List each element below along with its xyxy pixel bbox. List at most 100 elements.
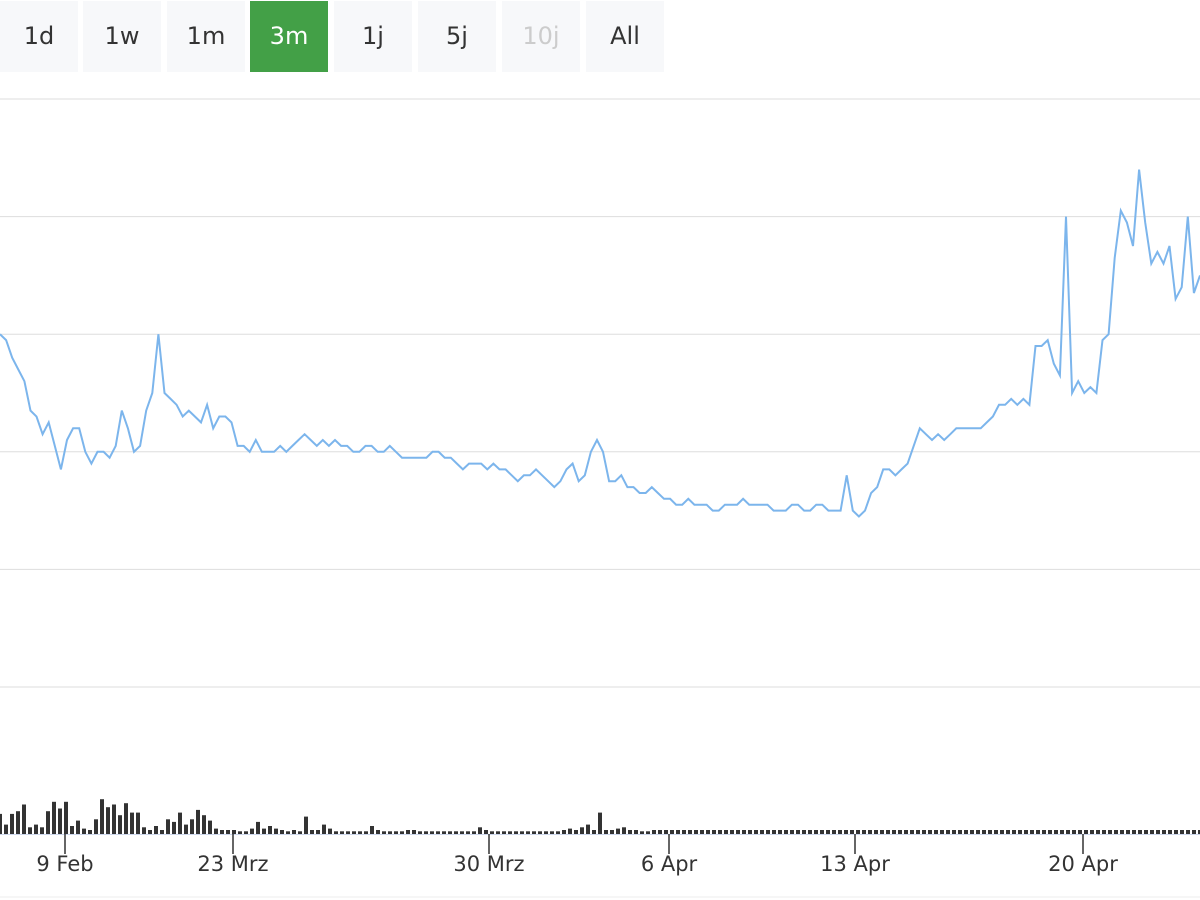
price-line-series (0, 169, 1200, 518)
volume-bar (94, 819, 98, 834)
volume-bar (778, 830, 782, 834)
range-button-1w[interactable]: 1w (83, 1, 161, 72)
range-button-1m[interactable]: 1m (167, 1, 245, 72)
volume-bar (748, 830, 752, 834)
volume-bar (634, 830, 638, 834)
volume-bar (100, 799, 104, 834)
volume-bar (46, 811, 50, 834)
volume-bar (502, 831, 506, 834)
volume-bar (280, 830, 284, 834)
volume-bar (346, 831, 350, 834)
volume-bar (658, 830, 662, 834)
volume-bar (466, 831, 470, 834)
volume-bar (622, 827, 626, 834)
volume-bar (1090, 830, 1094, 834)
volume-bar (514, 831, 518, 834)
volume-bar (598, 812, 602, 834)
volume-bar (652, 830, 656, 834)
volume-bar (1048, 830, 1052, 834)
range-button-1d[interactable]: 1d (0, 1, 78, 72)
volume-bar (904, 830, 908, 834)
volume-bar (490, 831, 494, 834)
volume-bar (382, 831, 386, 834)
range-button-5j[interactable]: 5j (418, 1, 496, 72)
volume-bar (1138, 830, 1142, 834)
volume-bar (766, 830, 770, 834)
volume-bar (682, 830, 686, 834)
volume-bar (82, 828, 86, 834)
volume-bar (820, 830, 824, 834)
volume-bar (874, 830, 878, 834)
volume-bar (718, 830, 722, 834)
volume-bar (364, 831, 368, 834)
volume-bar (928, 830, 932, 834)
x-tick-label: 30 Mrz (453, 852, 524, 876)
volume-bar (34, 824, 38, 834)
range-button-10j: 10j (502, 1, 580, 72)
range-button-all[interactable]: All (586, 1, 664, 72)
volume-bar (988, 830, 992, 834)
volume-bar (856, 830, 860, 834)
range-button-1j[interactable]: 1j (334, 1, 412, 72)
volume-bar (616, 828, 620, 834)
volume-bar (934, 830, 938, 834)
volume-bar (838, 830, 842, 834)
volume-bar (742, 830, 746, 834)
volume-bar (580, 827, 584, 834)
volume-bar (268, 826, 272, 834)
volume-bar (832, 830, 836, 834)
volume-bar (88, 830, 92, 834)
volume-bar (1144, 830, 1148, 834)
volume-bar (898, 830, 902, 834)
volume-bar (370, 826, 374, 834)
volume-bar (1108, 830, 1112, 834)
volume-bar (1162, 830, 1166, 834)
volume-bar (1024, 830, 1028, 834)
volume-bar (562, 830, 566, 834)
volume-bar (1132, 830, 1136, 834)
volume-bar (238, 831, 242, 834)
grid-lines (0, 98, 1200, 688)
volume-bar (1018, 830, 1022, 834)
volume-bar (850, 830, 854, 834)
volume-bar (1096, 830, 1100, 834)
volume-bar (472, 831, 476, 834)
volume-bar (340, 831, 344, 834)
volume-bar (190, 819, 194, 834)
volume-bar (916, 830, 920, 834)
volume-bar (1060, 830, 1064, 834)
volume-bars (0, 799, 1200, 834)
volume-bar (304, 816, 308, 834)
volume-bar (214, 828, 218, 834)
volume-bar (754, 830, 758, 834)
volume-bar (4, 824, 8, 834)
volume-bar (892, 830, 896, 834)
volume-bar (772, 830, 776, 834)
range-button-3m[interactable]: 3m (250, 1, 328, 72)
volume-bar (862, 830, 866, 834)
volume-bar (946, 830, 950, 834)
volume-bar (166, 819, 170, 834)
volume-bar (112, 804, 116, 834)
volume-bar (442, 831, 446, 834)
volume-bar (694, 830, 698, 834)
volume-bar (670, 830, 674, 834)
volume-bar (508, 831, 512, 834)
volume-bar (544, 831, 548, 834)
volume-bar (886, 830, 890, 834)
volume-bar (130, 812, 134, 834)
volume-bar (712, 830, 716, 834)
volume-bar (1072, 830, 1076, 834)
volume-bar (784, 830, 788, 834)
volume-bar (952, 830, 956, 834)
volume-bar (814, 830, 818, 834)
volume-bar (226, 830, 230, 834)
volume-bar (106, 807, 110, 834)
volume-bar (1198, 830, 1200, 834)
volume-bar (424, 831, 428, 834)
volume-bar (664, 830, 668, 834)
volume-bar (574, 830, 578, 834)
volume-bar (232, 830, 236, 834)
volume-bar (1078, 830, 1082, 834)
